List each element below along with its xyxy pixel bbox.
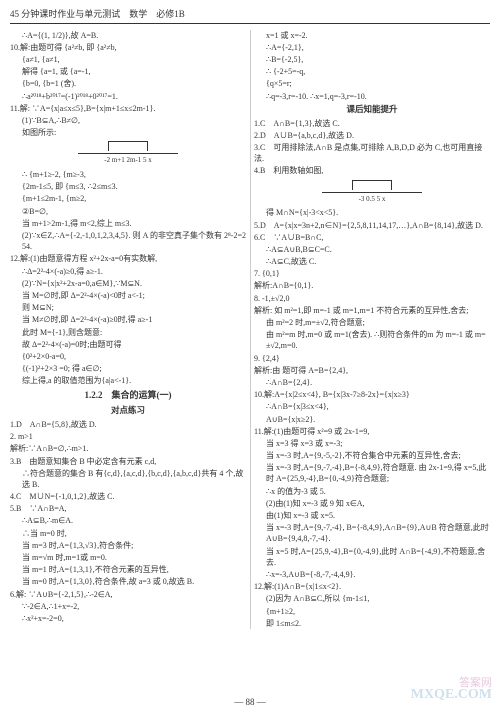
text-line: ∴A⊆A∪B,B⊆C=C. bbox=[254, 244, 490, 255]
text-line: 解析:由 题可得 A=B={2,4}, bbox=[254, 365, 490, 376]
text-line: 则 M⊆N; bbox=[10, 302, 246, 313]
text-line: 2. m>1 bbox=[10, 431, 246, 442]
text-line: A∪B={x|x≥2}. bbox=[254, 414, 490, 425]
text-line: 当 M≠∅时,即 Δ=2²-4×(-a)≥0时,得 a≥-1 bbox=[10, 314, 246, 325]
text-line: 由(1)知 x=-3 或 x=5. bbox=[254, 510, 490, 521]
page-header: 45 分钟课时作业与单元测试 数学 必修1B bbox=[10, 8, 490, 24]
text-line: {m+1≥2, bbox=[254, 606, 490, 617]
text-line: ∵-2∈A,∴1+x=-2, bbox=[10, 601, 246, 612]
text-line: 12.解:(1)由题意得方程 x²+2x-a=0有实数解, bbox=[10, 253, 246, 264]
text-line: 2.D A∪B={a,b,c,d},故选 D. bbox=[254, 130, 490, 141]
number-line-diagram: -3 0.5 5 x bbox=[254, 180, 490, 205]
text-line: 10.解:A={x|2≤x<4}, B={x|3x-7≥8-2x}={x|x≥3… bbox=[254, 389, 490, 400]
text-line: ∴A={(1, 1/2)},故 A=B. bbox=[10, 30, 246, 41]
text-line: {(-1)²+2×3 =0; 得 a∈∅; bbox=[10, 363, 246, 374]
text-line: 3.C 可用排除法,A∩B 是点集,可排除 A,B,D,D 必为 C,也可用直接… bbox=[254, 142, 490, 164]
text-line: 4.B 利用数轴如图, bbox=[254, 165, 490, 176]
text-line: (2)∵x∈Z,∴A={-2,-1,0,1,2,3,4,5}. 则 A 的非空真… bbox=[10, 230, 246, 252]
text-line: 解析:A∩B={0,1}. bbox=[254, 280, 490, 291]
text-line: 解析:∵A∩B=∅,∴m>1. bbox=[10, 443, 246, 454]
text-line: 1.C A∩B={1,3},故选 C. bbox=[254, 118, 490, 129]
text-line: 当 m=√m 时,m=1或 m=0. bbox=[10, 552, 246, 563]
text-line: 6.解: ∵A∪B={-2,1,5},∴-2∈A, bbox=[10, 589, 246, 600]
text-line: 当 m=1 时,A={1,3,1},不符合元素的互异性, bbox=[10, 564, 246, 575]
text-line: 10.解:由题可得 {a²≠b, 即 {a²≠b, bbox=[10, 42, 246, 53]
text-line: (2)因为 A∩B⊆C,所以 {m-1≤1, bbox=[254, 593, 490, 604]
text-line: ∴A∩B={2,4}. bbox=[254, 377, 490, 388]
text-line: (1)∵B⊆A,∴B≠∅, bbox=[10, 115, 246, 126]
text-line: 当 x=-3 时,A={9,-5,-2},不符合集合中元素的互异性,舍去; bbox=[254, 450, 490, 461]
text-line: 当 m+1>2m-1,得 m<2,综上 m≤3. bbox=[10, 218, 246, 229]
sub-heading: 对点练习 bbox=[10, 405, 246, 417]
text-line: 故 Δ=2²-4×(-a)=0时;由题可得 bbox=[10, 339, 246, 350]
text-line: 7. {0,1} bbox=[254, 268, 490, 279]
text-line: 5.B ∵A∩B=A, bbox=[10, 503, 246, 514]
text-line: x=1 或 x=-2. bbox=[254, 30, 490, 41]
text-line: 解得 {a=1, 或 {a=-1, bbox=[10, 66, 246, 77]
text-line: 由 m²=2 时,m=±√2,符合题意; bbox=[254, 317, 490, 328]
text-line: 此时 M={-1},则含题意: bbox=[10, 327, 246, 338]
text-line: ∴A⊆B,∴m∈A. bbox=[10, 515, 246, 526]
text-line: 如图所示: bbox=[10, 127, 246, 138]
text-line: ∴A={-2,1}, bbox=[254, 42, 490, 53]
text-line: 12.解:(1)A∩B={x|1≤x<2}. bbox=[254, 581, 490, 592]
text-line: ∴x=-3,A∪B={-8,-7,-4,4,9}. bbox=[254, 569, 490, 580]
text-line: 11.解:(1)由题可得 x²=9 或 2x-1=9, bbox=[254, 426, 490, 437]
text-line: ∴当 m=0 时, bbox=[10, 528, 246, 539]
text-line: ∴A∩B={x|3≤x<4}, bbox=[254, 401, 490, 412]
text-line: ∴符合题意的集合 B 有{c,d},{a,c,d},{b,c,d},{a,b,c… bbox=[10, 468, 246, 490]
text-line: 9. {2,4} bbox=[254, 353, 490, 364]
text-line: ②B=∅, bbox=[10, 206, 246, 217]
text-line: {2m-1≤5, 即 {m≤3, ∴2≤m≤3. bbox=[10, 181, 246, 192]
text-line: {a≠1, {a≠1, bbox=[10, 54, 246, 65]
text-line: ∴Δ=2²-4×(-a)≥0,得 a≥-1. bbox=[10, 266, 246, 277]
text-line: ∴x²+x=-2=0, bbox=[10, 613, 246, 624]
sub-heading: 课后知能提升 bbox=[254, 104, 490, 116]
text-line: 当 m=3 时,A={1,3,√3},符合条件; bbox=[10, 540, 246, 551]
watermark-url: MXQE.COM bbox=[411, 685, 492, 705]
text-line: 当 x=-3 时,A={9,-7,-4}, B={-8,4,9},A∩B={9}… bbox=[254, 522, 490, 544]
text-line: 11.解: ∵A={x|a≤x≤5},B={x|m+1≤x≤2m-1}. bbox=[10, 103, 246, 114]
text-line: ∴A⊆C,故选 C. bbox=[254, 256, 490, 267]
text-line: 由 m²=m 时,m=0 或 m=1(舍去). ∴则符合条件的m 为 m=-1 … bbox=[254, 329, 490, 351]
text-line: 当 x=-3 时,A={9,-7,-4},B={-8,4,9},符合题意. 由 … bbox=[254, 462, 490, 484]
text-line: ∴q=-3,r=-10. ∴x=1,q=-3,r=-10. bbox=[254, 91, 490, 102]
text-line: ∴B={-2,5}, bbox=[254, 54, 490, 65]
text-line: ∴ {-2+5=-q, bbox=[254, 66, 490, 77]
text-line: 5.D A={x|x=3n+2,n∈N}={2,5,8,11,14,17,…},… bbox=[254, 220, 490, 231]
text-line: 综上得,a 的取值范围为{a|a<-1}. bbox=[10, 375, 246, 386]
text-line: 6.C ∵A∪B=B∩C, bbox=[254, 232, 490, 243]
text-line: 即 1≤m≤2. bbox=[254, 618, 490, 629]
text-line: {b=0, {b=1 (舍). bbox=[10, 78, 246, 89]
text-line: 得 M∩N={x|-3<x<5}. bbox=[254, 207, 490, 218]
text-line: (2)由(1)知 x=-3 或 9 知 x∈A, bbox=[254, 498, 490, 509]
number-line-diagram: -2 m+1 2m-1 5 x bbox=[10, 141, 246, 166]
text-line: {q×5=r; bbox=[254, 78, 490, 89]
text-line: 当 m=0 时,A={1,3,0},符合条件,故 a=3 或 0,故选 B. bbox=[10, 576, 246, 587]
text-line: 8. -1,±√2,0 bbox=[254, 293, 490, 304]
text-line: (2)∵N={x|x²+2x-a=0,a∈M},∵M⊆N. bbox=[10, 278, 246, 289]
text-line: 当 x=3 得 x=3 或 x=-3; bbox=[254, 438, 490, 449]
text-line: {m+1≤2m-1, {m≥2, bbox=[10, 193, 246, 204]
text-line: {0²+2×0-a=0, bbox=[10, 351, 246, 362]
text-line: 当 x=5 时,A={25,9,-4},B={0,-4,9},此时 A∩B={-… bbox=[254, 546, 490, 568]
text-line: ∴x 的值为-3 或 5. bbox=[254, 486, 490, 497]
text-line: 1.D A∩B={5,8},故选 D. bbox=[10, 419, 246, 430]
text-line: 解析: 如 m²=1,即 m=-1 或 m=1,m=1 不符合元素的互异性,舍去… bbox=[254, 305, 490, 316]
text-line: ∴ {m+1≥-2, {m≥-3, bbox=[10, 169, 246, 180]
text-line: ∴a²⁰¹⁸+b²⁰¹⁷=(-1)²⁰¹⁸+0²⁰¹⁷=1. bbox=[10, 91, 246, 102]
text-line: 3.B 由题意知集合 B 中必定含有元素 c,d, bbox=[10, 456, 246, 467]
text-line: 4.C M∪N={-1,0,1,2},故选 C. bbox=[10, 491, 246, 502]
section-heading: 1.2.2 集合的运算(一) bbox=[10, 389, 246, 402]
text-line: 当 M=∅时,即 Δ=2²-4×(-a)<0时 a<-1; bbox=[10, 290, 246, 301]
main-content: ∴A={(1, 1/2)},故 A=B. 10.解:由题可得 {a²≠b, 即 … bbox=[10, 30, 490, 629]
